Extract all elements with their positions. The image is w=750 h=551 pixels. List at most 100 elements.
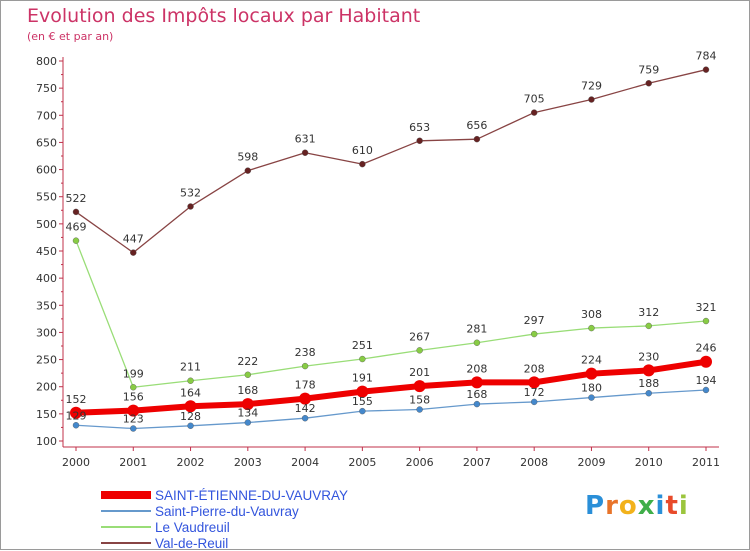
y-tick-label: 400 [36,272,57,285]
data-point [470,376,483,389]
logo-letter: o [618,491,638,521]
data-point [299,392,312,405]
legend-swatch [101,526,151,528]
data-point [244,167,252,174]
x-tick-label: 2007 [463,456,491,469]
legend-label: Le Vaudreuil [155,519,230,535]
data-label: 134 [237,407,258,420]
data-point [702,386,710,394]
legend-label: Saint-Pierre-du-Vauvray [155,503,299,519]
data-point [585,367,598,380]
logo-letter: i [655,491,666,521]
legend-swatch [101,491,151,499]
data-point [356,385,369,398]
data-label: 172 [524,386,545,399]
data-point [70,406,82,419]
y-tick-label: 550 [36,191,57,204]
data-label: 123 [123,413,144,426]
data-label: 631 [295,133,316,146]
data-point [72,208,80,216]
data-label: 158 [409,394,430,407]
logo-letter: r [605,491,619,521]
y-tick-label: 500 [36,218,57,231]
legend-item: Saint-Pierre-du-Vauvray [101,503,348,519]
data-label: 321 [696,301,717,314]
data-point [473,339,481,346]
series-line-2 [75,240,707,388]
y-tick-label: 800 [36,55,57,68]
data-label: 784 [696,50,717,63]
legend-label: SAINT-ÉTIENNE-DU-VAUVRAY [155,487,349,503]
data-label: 201 [409,366,430,379]
logo-letter: i [678,491,689,521]
data-label: 155 [352,395,373,408]
data-point [416,347,423,354]
data-label: 188 [638,377,659,390]
y-tick-label: 100 [36,435,57,448]
data-point [184,400,197,413]
x-tick-label: 2009 [577,456,605,469]
y-tick-label: 650 [36,136,57,149]
x-tick-label: 2010 [635,456,663,469]
data-label: 238 [295,346,316,359]
data-label: 156 [123,391,144,404]
data-point [244,419,252,426]
data-label: 178 [295,379,316,392]
data-point [416,137,423,145]
x-tick-label: 2011 [692,456,720,469]
data-label: 208 [524,362,545,375]
data-point [241,398,254,411]
data-point [359,160,366,168]
data-point [244,371,252,378]
series-line-1 [75,389,707,430]
x-tick-label: 2008 [520,456,548,469]
data-point [702,66,710,73]
data-label: 230 [638,350,659,363]
data-label: 759 [638,63,659,76]
data-point [645,80,652,87]
x-tick-label: 2002 [177,456,205,469]
data-point [187,203,194,210]
x-tick-label: 2000 [62,456,90,469]
data-label: 522 [66,192,87,205]
data-label: 308 [581,308,602,321]
data-label: 297 [524,314,545,327]
data-label: 705 [524,93,545,106]
data-point [702,317,710,325]
data-point [530,109,538,116]
data-point [359,407,366,415]
data-point [642,364,655,377]
data-point [645,322,652,330]
legend-label: Val-de-Reuil [155,535,229,551]
data-label: 194 [696,374,717,387]
data-label: 211 [180,361,201,374]
series-line-3 [75,69,707,254]
data-point [413,380,426,393]
data-point [130,249,137,256]
data-label: 152 [66,393,87,406]
data-point [130,384,137,391]
data-label: 469 [66,221,87,234]
data-label: 168 [237,384,258,397]
chart-title: Evolution des Impôts locaux par Habitant [27,5,421,27]
data-point [187,377,194,384]
legend-item: Val-de-Reuil [101,535,348,551]
y-tick-label: 750 [36,82,57,95]
data-label: 129 [66,409,87,422]
data-point [301,149,309,156]
x-tick-label: 2006 [406,456,434,469]
data-label: 164 [180,386,201,399]
y-tick-label: 150 [36,408,57,421]
data-label: 656 [466,119,487,132]
data-point [127,404,140,417]
data-label: 142 [295,402,316,415]
data-point [72,237,80,244]
data-label: 532 [180,186,201,199]
logo-letter: x [637,491,656,521]
data-point [416,406,423,413]
y-tick-label: 600 [36,164,57,177]
data-point [359,355,366,363]
data-point [187,422,194,429]
chart-legend: SAINT-ÉTIENNE-DU-VAUVRAY Saint-Pierre-du-… [101,487,348,551]
data-label: 199 [123,367,144,380]
